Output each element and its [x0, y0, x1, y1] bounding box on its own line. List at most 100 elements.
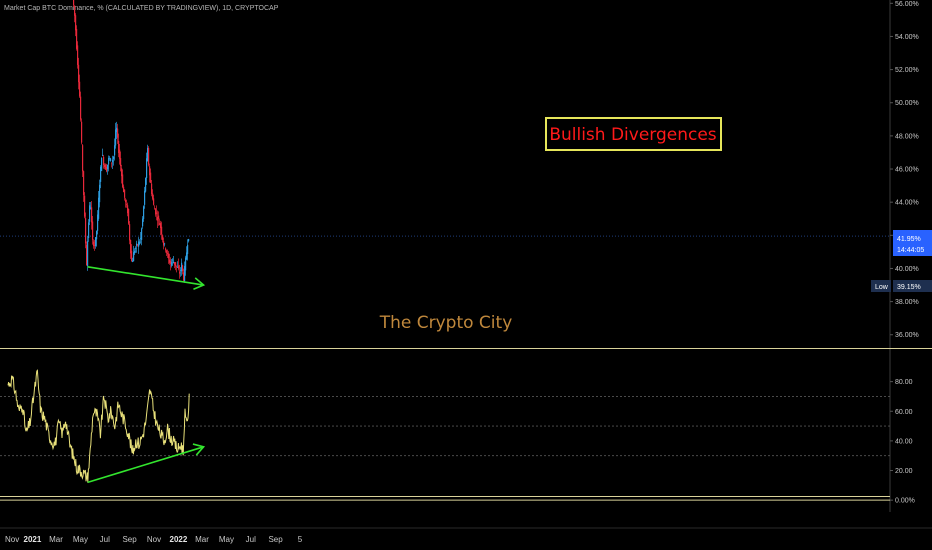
price-candle [171, 262, 173, 266]
time-tick-label: Sep [122, 535, 137, 544]
price-candle [142, 218, 144, 227]
price-candle [86, 244, 88, 266]
price-candle [92, 221, 94, 240]
price-candle [139, 241, 141, 245]
price-candle [138, 241, 140, 247]
price-candle [184, 266, 186, 282]
price-candle [187, 244, 189, 255]
price-candle [137, 244, 139, 246]
price-candle [123, 186, 125, 193]
price-candle [104, 164, 106, 168]
last-price-tag: 41.95% 14:44:05 [893, 230, 932, 256]
price-candle [170, 260, 172, 264]
price-candle [120, 158, 122, 167]
price-candle [183, 272, 185, 281]
oscillator-tick-label: 0.00% [895, 498, 915, 505]
price-trendline [87, 266, 206, 290]
price-candle [80, 96, 82, 120]
price-tick-label: 56.00% [895, 1, 919, 8]
price-candle [133, 252, 135, 262]
price-candle [175, 262, 177, 267]
oscillator-tick-label: 60.00 [895, 409, 913, 416]
price-candle [157, 216, 159, 221]
low-label: Low [875, 284, 889, 291]
price-candle [165, 248, 167, 251]
price-tick-label: 38.00% [895, 299, 919, 306]
price-candle [83, 171, 85, 195]
price-candle [169, 259, 171, 263]
price-candle [119, 149, 121, 159]
price-candle [131, 250, 133, 262]
last-price-value: 41.95% [897, 236, 921, 243]
price-candle [75, 15, 77, 31]
price-candle [158, 215, 160, 219]
price-candle [180, 269, 182, 271]
price-candle [122, 174, 124, 188]
price-candle [125, 199, 127, 203]
time-axis[interactable]: Nov 2021 Mar May Jul Sep Nov 2022 Mar May Jul Sep 5 [0, 527, 932, 544]
price-candle [130, 239, 132, 254]
price-candle [91, 207, 93, 223]
oscillator-tick-label: 40.00 [895, 438, 913, 445]
oscillator-line [7, 369, 190, 483]
price-candle [78, 64, 80, 83]
price-candle [186, 252, 188, 260]
price-candle [159, 223, 161, 225]
price-candle [140, 237, 142, 239]
price-candle [115, 129, 117, 146]
price-candle [173, 261, 175, 264]
price-candle [144, 190, 146, 205]
price-candle [108, 157, 110, 165]
price-candle [112, 159, 114, 163]
price-candle [93, 241, 95, 247]
price-candle [146, 158, 148, 179]
price-candle [79, 81, 81, 97]
time-tick-label: Nov [147, 535, 161, 544]
price-candle [154, 208, 156, 210]
price-candle [150, 172, 152, 183]
time-tick-label: 2021 [24, 535, 42, 544]
price-candle [103, 156, 105, 165]
price-trendline-arrow [193, 277, 206, 290]
price-candle [162, 235, 164, 241]
price-candle [160, 223, 162, 229]
price-candle [126, 204, 128, 205]
price-candle [105, 164, 107, 170]
price-candle [89, 205, 91, 222]
price-candle [185, 257, 187, 271]
time-tick-label: Jul [246, 535, 256, 544]
price-candle [94, 244, 96, 246]
price-candle [141, 228, 143, 240]
price-candles [73, 0, 190, 283]
price-candle [128, 208, 130, 224]
price-candle [97, 214, 99, 231]
time-tick-label: 2022 [170, 535, 188, 544]
price-tick-label: 46.00% [895, 167, 919, 174]
price-tick-label: 48.00% [895, 133, 919, 140]
time-tick-label: May [219, 535, 234, 544]
price-candle [124, 189, 126, 198]
price-candle [176, 265, 178, 267]
time-tick-label: Sep [268, 535, 283, 544]
low-value: 39.15% [897, 284, 921, 291]
price-candle [85, 218, 87, 244]
price-candle [163, 241, 165, 246]
price-axis[interactable]: 36.00%38.00%40.00%42.00%44.00%46.00%48.0… [0, 0, 932, 512]
price-candle [98, 197, 100, 219]
price-candle [156, 212, 158, 214]
price-tick-label: 50.00% [895, 100, 919, 107]
price-tick-label: 44.00% [895, 200, 919, 207]
price-candle [182, 265, 184, 272]
price-tick-label: 52.00% [895, 67, 919, 74]
oscillator-series [7, 369, 190, 483]
price-candle [88, 222, 90, 239]
price-candle [110, 158, 112, 162]
price-tick-label: 54.00% [895, 34, 919, 41]
price-candle [101, 157, 103, 171]
price-candle [95, 237, 97, 247]
price-candle [127, 205, 129, 214]
price-candle [107, 164, 109, 170]
price-candle [96, 231, 98, 240]
price-candle [178, 265, 180, 269]
